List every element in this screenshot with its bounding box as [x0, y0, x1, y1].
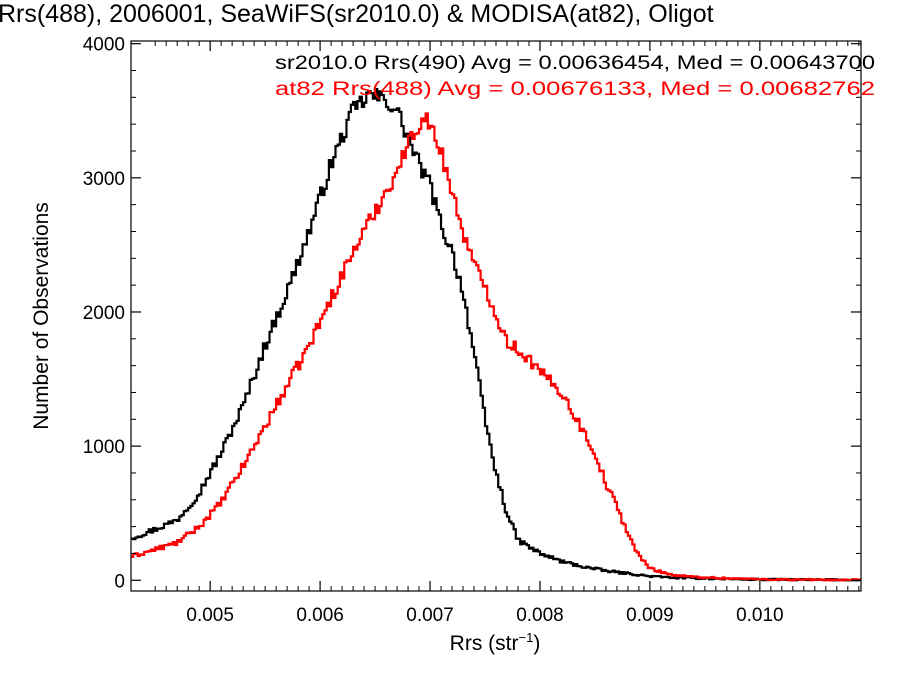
x-axis-label-superscript: −1 — [519, 630, 534, 645]
x-tick-label: 0.007 — [406, 605, 454, 626]
x-axis-label-close: ) — [533, 632, 540, 655]
x-tick-label: 0.008 — [516, 605, 564, 626]
legend-entry-2: at82 Rrs(488) Avg = 0.00676133, Med = 0.… — [275, 79, 875, 100]
y-tick-label: 4000 — [83, 35, 125, 56]
tick-layer: 0.005 0.006 0.007 0.008 0.009 0.010 0 1000 2000 3… — [83, 35, 861, 626]
x-tick-label: 0.010 — [736, 605, 784, 626]
histogram-series-2 — [131, 112, 861, 582]
chart-title: Rrs(488), 2006001, SeaWiFS(sr2010.0) & M… — [0, 0, 714, 28]
x-axis-label: Rrs (str−1) — [450, 630, 541, 655]
x-tick-label: 0.006 — [296, 605, 344, 626]
y-tick-label: 0 — [114, 571, 125, 592]
series-layer — [131, 87, 861, 582]
x-tick-label: 0.005 — [186, 605, 234, 626]
y-tick-label: 3000 — [83, 169, 125, 190]
y-axis-label: Number of Observations — [30, 202, 53, 430]
x-tick-label: 0.009 — [626, 605, 674, 626]
x-axis-label-main: Rrs (str — [450, 632, 519, 655]
y-tick-label: 2000 — [83, 303, 125, 324]
y-tick-label: 1000 — [83, 437, 125, 458]
legend: sr2010.0 Rrs(490) Avg = 0.00636454, Med … — [275, 53, 875, 100]
legend-entry-1: sr2010.0 Rrs(490) Avg = 0.00636454, Med … — [275, 53, 875, 74]
